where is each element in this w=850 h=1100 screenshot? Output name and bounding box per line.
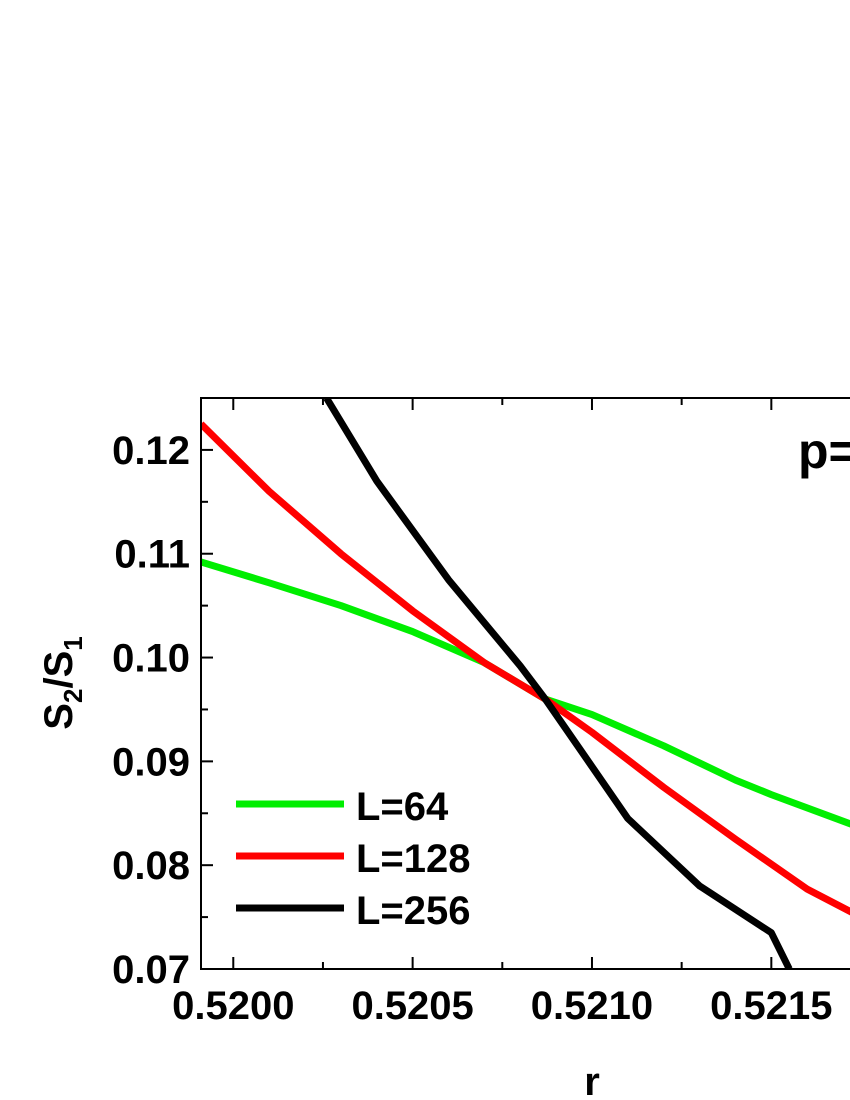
- tick-labels: 0.5200 0.5205 0.5210 0.5215 0.07 0.08 0.09 0.10…: [112, 429, 832, 1028]
- y-axis-label-sub1: 2: [58, 689, 88, 703]
- x-axis-label: r: [584, 1060, 600, 1100]
- y-axis-label-sub2: 1: [58, 636, 88, 650]
- legend-label-1: L=128: [356, 837, 471, 881]
- y-tick-label-0: 0.07: [112, 948, 190, 992]
- annotation-label: p=: [798, 423, 850, 479]
- ticks-layer: [201, 398, 773, 970]
- x-tick-label-0: 0.5200: [172, 984, 294, 1028]
- legend-label-0: L=64: [356, 785, 449, 829]
- x-tick-label-3: 0.5215: [710, 984, 832, 1028]
- plot-frame: [200, 397, 850, 970]
- legend: L=64 L=128 L=256: [236, 785, 471, 933]
- y-axis-label-sep: /S: [37, 651, 81, 689]
- y-axis-label: S2/S1: [37, 636, 88, 729]
- series-line-2: [323, 398, 793, 969]
- legend-label-2: L=256: [356, 889, 471, 933]
- series-layer: [201, 398, 850, 969]
- y-tick-label-4: 0.11: [114, 533, 190, 577]
- y-tick-label-1: 0.08: [112, 844, 190, 888]
- x-tick-label-1: 0.5205: [351, 984, 473, 1028]
- series-line-0: [201, 558, 850, 828]
- y-tick-label-2: 0.09: [112, 740, 190, 784]
- y-tick-label-3: 0.10: [112, 637, 190, 681]
- x-tick-label-2: 0.5210: [531, 984, 653, 1028]
- y-tick-label-5: 0.12: [112, 429, 190, 473]
- y-axis-label-base: S: [37, 703, 81, 730]
